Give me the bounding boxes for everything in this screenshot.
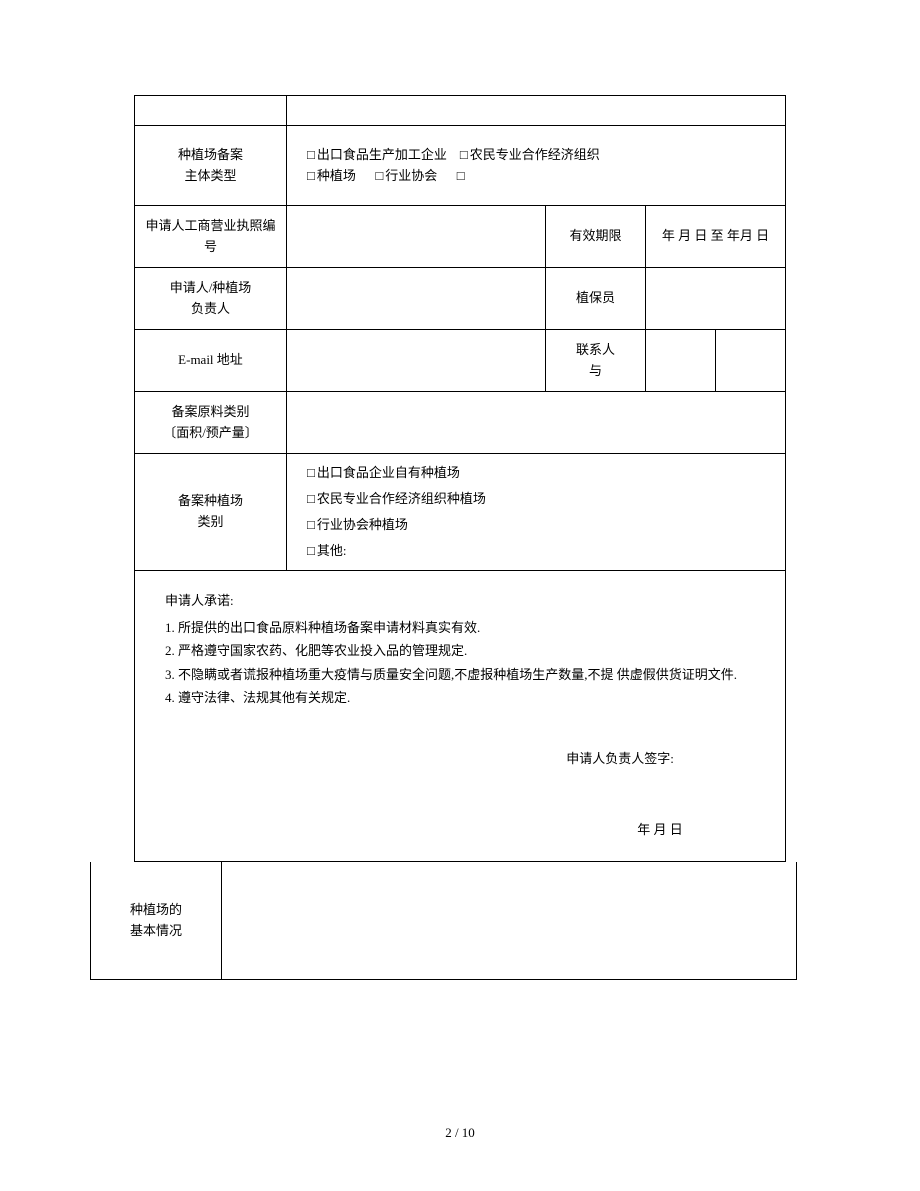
commitment-date: 年 月 日 [165,820,755,841]
blank-label-cell [135,96,287,126]
opt-assoc: 行业协会 [385,168,437,183]
license-label-text: 申请人工商营业执照编号 [145,218,275,254]
main-form-table: 种植场备案主体类型 □出口食品生产加工企业 □农民专业合作经济组织 □种植场 □… [134,95,786,862]
checkbox-icon[interactable]: □ [307,145,315,166]
row-responsible-person: 申请人/种植场负责人 植保员 [135,268,786,330]
contact-value1 [646,330,716,392]
commitment-item-1: 1. 所提供的出口食品原料种植场备案申请材料真实有效. [165,616,755,639]
entity-type-options: □出口食品生产加工企业 □农民专业合作经济组织 □种植场 □行业协会 □ [287,126,786,206]
commitment-signature: 申请人负责人签字: [165,749,755,770]
checkbox-icon[interactable]: □ [307,512,315,538]
valid-period-label: 有效期限 [546,206,646,268]
contact-label: 联系人与 [546,330,646,392]
checkbox-icon[interactable]: □ [307,538,315,564]
category-label-text: 备案原料类别〔面积/预产量〕 [163,404,258,440]
checkbox-icon[interactable]: □ [457,166,465,187]
farm-opt-other: 其他: [317,543,347,558]
row-commitment: 申请人承诺: 1. 所提供的出口食品原料种植场备案申请材料真实有效. 2. 严格… [135,571,786,862]
row-license: 申请人工商营业执照编号 有效期限 年 月 日 至 年月 日 [135,206,786,268]
basic-info-label: 种植场的基本情况 [91,862,222,980]
blank-value-cell [287,96,786,126]
plant-protector-label: 植保员 [546,268,646,330]
row-entity-type: 种植场备案主体类型 □出口食品生产加工企业 □农民专业合作经济组织 □种植场 □… [135,126,786,206]
farm-opt-self: 出口食品企业自有种植场 [317,465,460,480]
basic-info-value [222,862,797,980]
license-label: 申请人工商营业执照编号 [135,206,287,268]
opt-coop: 农民专业合作经济组织 [470,147,600,162]
row-farm-category: 备案种植场类别 □出口食品企业自有种植场 □农民专业合作经济组织种植场 □行业协… [135,454,786,571]
farm-type-options: □出口食品企业自有种植场 □农民专业合作经济组织种植场 □行业协会种植场 □其他… [287,454,786,571]
farm-type-label-text: 备案种植场类别 [178,493,243,529]
valid-period-value: 年 月 日 至 年月 日 [646,206,786,268]
email-label: E-mail 地址 [135,330,287,392]
commitment-item-2: 2. 严格遵守国家农药、化肥等农业投入品的管理规定. [165,639,755,662]
page-footer: 2 / 10 [0,1125,920,1141]
license-value [287,206,546,268]
opt-farm: 种植场 [317,168,356,183]
checkbox-icon[interactable]: □ [307,460,315,486]
email-label-text: E-mail 地址 [178,352,243,367]
row-material-category: 备案原料类别〔面积/预产量〕 [135,392,786,454]
page-container: 种植场备案主体类型 □出口食品生产加工企业 □农民专业合作经济组织 □种植场 □… [0,0,920,980]
person-value [287,268,546,330]
farm-opt-coop: 农民专业合作经济组织种植场 [317,491,486,506]
contact-text: 联系人与 [576,342,615,378]
person-label: 申请人/种植场负责人 [135,268,287,330]
row-blank [135,96,786,126]
row-basic-info: 种植场的基本情况 [91,862,797,980]
entity-type-label-line1: 种植场备案主体类型 [178,147,243,183]
commitment-item-4: 4. 遵守法律、法规其他有关规定. [165,686,755,709]
category-value [287,392,786,454]
row-email: E-mail 地址 联系人与 [135,330,786,392]
valid-period-date: 年 月 日 至 年月 日 [662,228,769,243]
basic-info-table: 种植场的基本情况 [90,862,797,981]
email-value [287,330,546,392]
checkbox-icon[interactable]: □ [307,486,315,512]
plant-protector-text: 植保员 [576,290,615,305]
plant-protector-value [646,268,786,330]
opt-export-food: 出口食品生产加工企业 [317,147,447,162]
checkbox-icon[interactable]: □ [307,166,315,187]
commitment-item-3: 3. 不隐瞒或者谎报种植场重大疫情与质量安全问题,不虚报种植场生产数量,不提 供… [165,663,755,686]
checkbox-icon[interactable]: □ [375,166,383,187]
farm-type-label: 备案种植场类别 [135,454,287,571]
category-label: 备案原料类别〔面积/预产量〕 [135,392,287,454]
commitment-title: 申请人承诺: [165,591,755,612]
entity-type-label: 种植场备案主体类型 [135,126,287,206]
valid-period-text: 有效期限 [569,228,621,243]
commitment-list: 1. 所提供的出口食品原料种植场备案申请材料真实有效. 2. 严格遵守国家农药、… [165,616,755,710]
basic-info-label-text: 种植场的基本情况 [130,902,182,938]
commitment-cell: 申请人承诺: 1. 所提供的出口食品原料种植场备案申请材料真实有效. 2. 严格… [135,571,786,862]
farm-opt-assoc: 行业协会种植场 [317,517,408,532]
checkbox-icon[interactable]: □ [460,145,468,166]
person-label-text: 申请人/种植场负责人 [170,280,252,316]
contact-value2 [716,330,786,392]
